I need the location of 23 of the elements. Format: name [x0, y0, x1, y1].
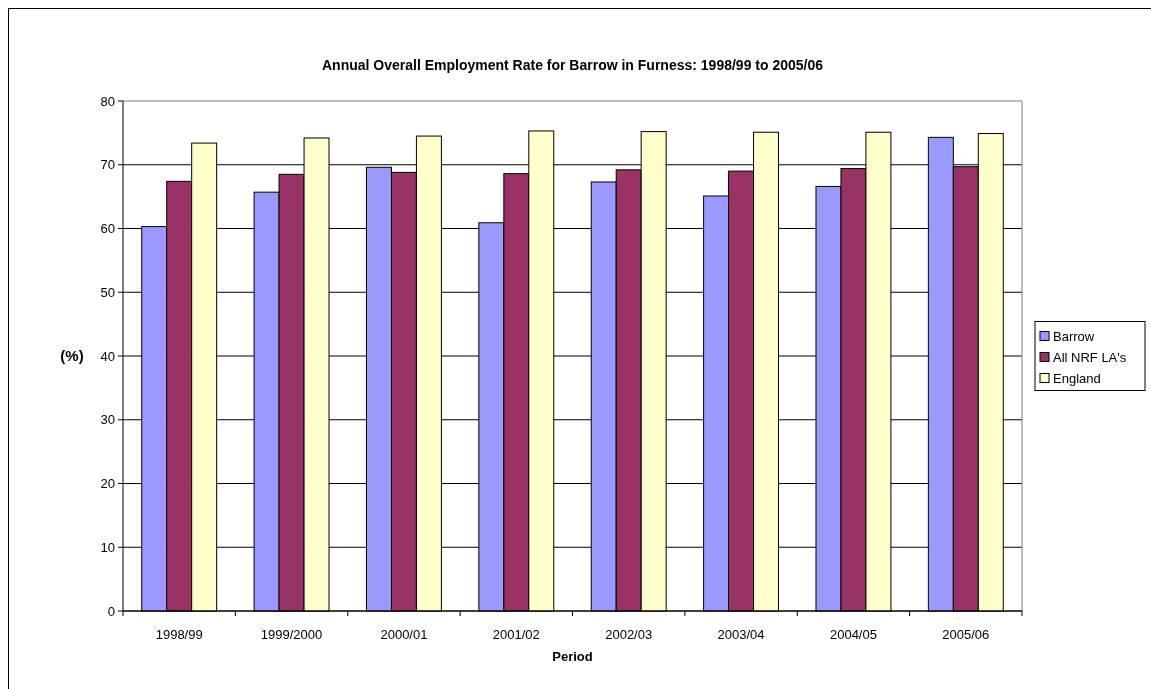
- legend-label: England: [1053, 371, 1101, 387]
- y-tick-label: 60: [100, 221, 115, 237]
- legend-label: Barrow: [1053, 329, 1095, 345]
- y-tick-label: 20: [100, 476, 115, 492]
- y-axis-title: (%): [60, 347, 84, 365]
- x-tick-label: 2001/02: [492, 626, 540, 642]
- y-tick-label: 40: [100, 348, 115, 364]
- x-tick-label: 2000/01: [380, 626, 428, 642]
- legend-label: All NRF LA's: [1053, 350, 1127, 366]
- chart-title: Annual Overall Employment Rate for Barrow in Furness: 1998/99 to 2005/06: [321, 57, 824, 73]
- x-tick-label: 2002/03: [605, 626, 653, 642]
- y-tick-label: 70: [100, 157, 115, 173]
- x-tick-label: 2004/05: [829, 626, 877, 642]
- y-tick-label: 10: [100, 539, 115, 555]
- x-axis-title: Period: [552, 649, 593, 664]
- y-tick-label: 80: [100, 93, 115, 109]
- y-tick-label: 30: [100, 412, 115, 428]
- y-tick-label: 0: [107, 603, 115, 619]
- x-tick-label: 1998/99: [155, 626, 203, 642]
- x-tick-label: 2005/06: [942, 626, 990, 642]
- y-tick-label: 50: [100, 284, 115, 300]
- x-tick-label: 2003/04: [717, 626, 765, 642]
- x-tick-label: 1999/2000: [260, 626, 323, 642]
